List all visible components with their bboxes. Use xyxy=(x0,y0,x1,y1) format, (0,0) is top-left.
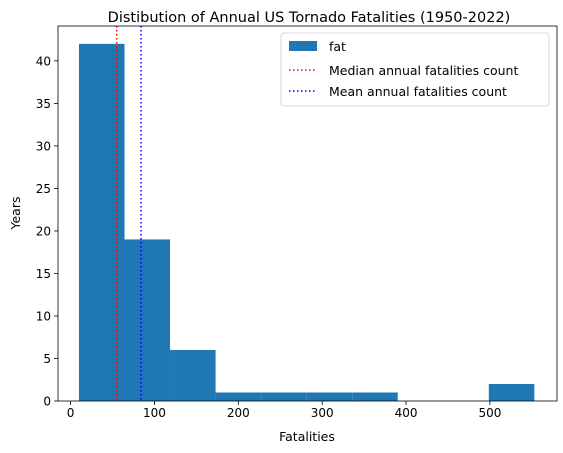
bar-5 xyxy=(306,392,353,401)
y-tick-label: 20 xyxy=(36,224,51,238)
x-tick-label: 0 xyxy=(67,406,75,420)
y-tick-label: 30 xyxy=(36,139,51,153)
y-axis-ticks: 0 5 10 15 20 25 30 35 40 xyxy=(36,54,58,409)
y-axis-label: Years xyxy=(8,197,23,231)
y-tick-label: 15 xyxy=(36,267,51,281)
bar-3 xyxy=(215,392,262,401)
x-tick-label: 300 xyxy=(311,406,334,420)
legend-label-mean: Mean annual fatalities count xyxy=(329,84,507,99)
legend-label-fat: fat xyxy=(329,39,346,54)
x-axis-label: Fatalities xyxy=(279,429,335,444)
bar-2 xyxy=(170,349,216,401)
x-tick-label: 200 xyxy=(227,406,250,420)
legend-box xyxy=(280,32,550,107)
bar-6 xyxy=(352,392,398,401)
bar-0 xyxy=(78,43,125,401)
bar-1 xyxy=(124,239,171,401)
y-tick-label: 40 xyxy=(36,54,51,68)
legend-label-median: Median annual fatalities count xyxy=(329,63,518,78)
legend-swatch-fat xyxy=(289,41,317,51)
y-tick-label: 0 xyxy=(43,395,51,409)
x-tick-label: 400 xyxy=(395,406,418,420)
legend: fat Median annual fatalities count Mean … xyxy=(280,32,550,107)
reference-lines xyxy=(115,26,142,401)
y-tick-label: 5 xyxy=(43,352,51,366)
y-tick-label: 25 xyxy=(36,182,51,196)
x-tick-label: 500 xyxy=(478,406,501,420)
bar-9 xyxy=(488,383,535,401)
y-tick-label: 35 xyxy=(36,97,51,111)
y-tick-label: 10 xyxy=(36,309,51,323)
x-axis-ticks: 0 100 200 300 400 500 xyxy=(67,401,501,420)
plot-frame xyxy=(57,25,558,402)
x-tick-label: 100 xyxy=(143,406,166,420)
bar-4 xyxy=(261,392,307,401)
chart-title: Distibution of Annual US Tornado Fatalit… xyxy=(108,10,511,26)
